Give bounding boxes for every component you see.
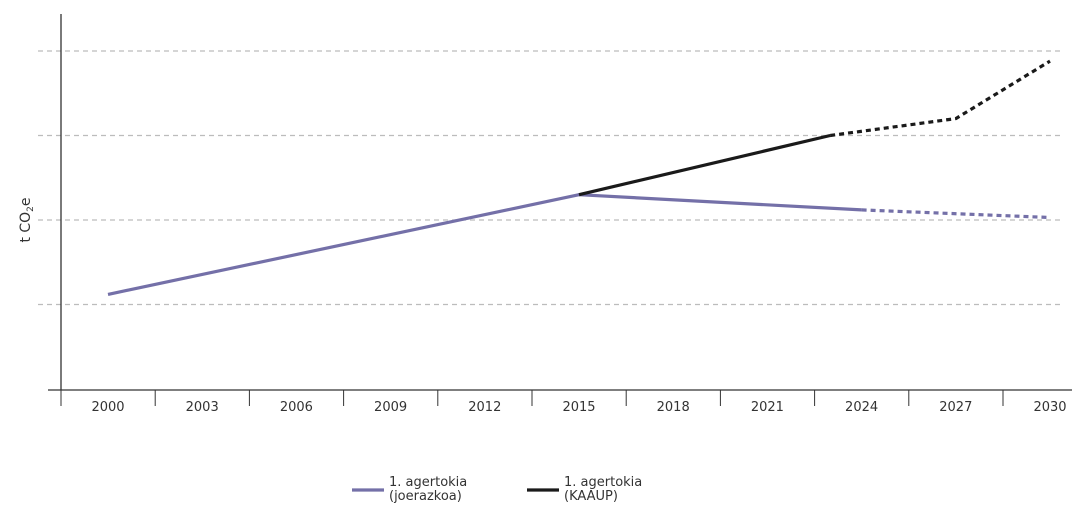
- series-line-projection: [861, 208, 1051, 220]
- x-tick-label: 2021: [751, 400, 784, 415]
- x-tick-label: 2006: [280, 400, 313, 415]
- axis-layer: 2000 2003 2006 2009 2012 2015 2018 2021 2024 2027…: [48, 14, 1072, 415]
- legend: 1. agertokia (joerazkoa) 1. agertokia (KAAU…: [352, 475, 642, 504]
- x-tick-label: 2012: [468, 400, 501, 415]
- series-line-projection: [829, 59, 1051, 138]
- x-tick-label: 2018: [657, 400, 690, 415]
- x-tick-label: 2027: [939, 400, 972, 415]
- legend-label: 1. agertokia (joerazkoa): [389, 475, 467, 504]
- x-tick-label: 2030: [1033, 400, 1066, 415]
- series-line-solid: [107, 193, 862, 296]
- grid-layer: [38, 50, 1062, 306]
- legend-label: 1. agertokia (KAAUP): [564, 475, 642, 504]
- y-axis-title: t CO2e: [18, 197, 36, 242]
- x-tick-label: 2000: [91, 400, 124, 415]
- series-layer: [107, 59, 1051, 296]
- series-line-solid: [578, 133, 831, 197]
- x-tick-label: 2015: [562, 400, 595, 415]
- x-tick-label: 2009: [374, 400, 407, 415]
- x-tick-label: 2003: [186, 400, 219, 415]
- x-tick-label: 2024: [845, 400, 878, 415]
